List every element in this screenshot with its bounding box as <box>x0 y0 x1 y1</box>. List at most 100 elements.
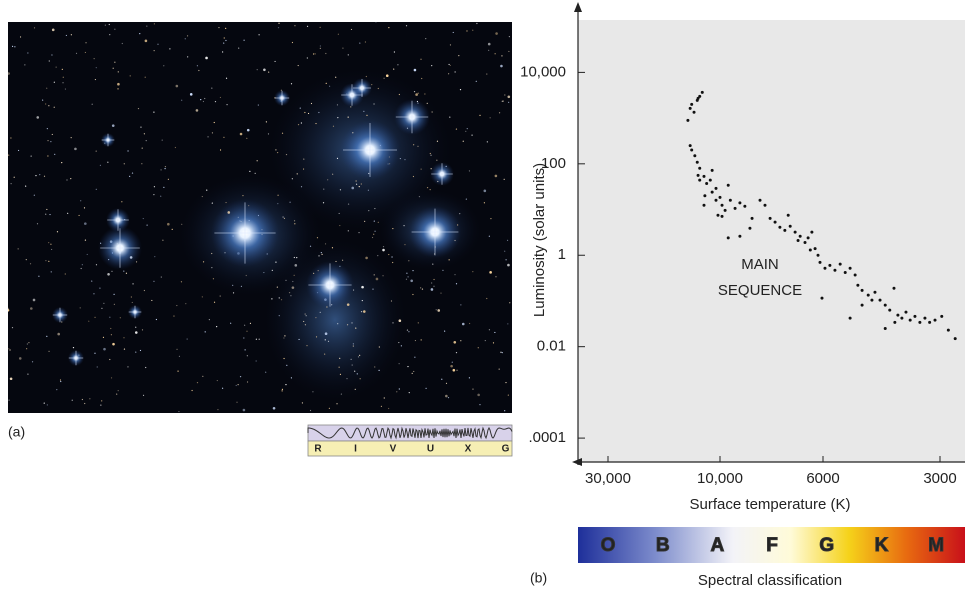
background-star <box>277 195 278 196</box>
background-star <box>441 379 442 380</box>
background-star <box>48 242 49 243</box>
background-star <box>78 215 79 216</box>
background-star <box>223 42 224 43</box>
background-star <box>391 256 392 257</box>
figure: (a) RIVUXG Luminosity (solar units) Surf… <box>0 0 966 598</box>
background-star <box>327 179 328 180</box>
background-star <box>82 264 83 265</box>
background-star <box>337 117 338 118</box>
background-star <box>51 249 52 250</box>
background-star <box>413 176 414 177</box>
background-star <box>291 377 292 378</box>
background-star <box>353 343 354 344</box>
background-star <box>356 180 357 181</box>
background-star <box>24 64 25 65</box>
background-star <box>507 240 508 241</box>
background-star <box>471 134 472 135</box>
background-star <box>505 382 506 383</box>
background-star <box>178 411 179 412</box>
background-star <box>241 286 242 287</box>
background-star <box>396 391 397 392</box>
background-star <box>217 409 218 410</box>
background-star <box>14 177 15 178</box>
background-star <box>97 366 98 367</box>
background-star <box>129 176 130 177</box>
background-star <box>329 86 330 87</box>
background-star <box>358 356 359 357</box>
background-star <box>377 255 378 256</box>
background-star <box>289 292 290 293</box>
background-star <box>472 30 473 31</box>
data-point <box>715 199 718 202</box>
background-star <box>375 21 376 22</box>
background-star <box>176 85 179 88</box>
background-star <box>99 287 100 288</box>
background-star <box>359 186 360 187</box>
background-star <box>485 340 486 341</box>
background-star <box>453 369 456 372</box>
background-star <box>436 309 437 310</box>
background-star <box>100 165 101 166</box>
background-star <box>107 273 110 276</box>
background-star <box>351 359 352 360</box>
background-star <box>509 36 510 37</box>
background-star <box>292 286 295 289</box>
background-star <box>433 286 434 287</box>
background-star <box>114 29 115 30</box>
background-star <box>8 348 9 349</box>
data-point <box>849 317 852 320</box>
background-star <box>71 34 72 35</box>
background-star <box>140 126 141 127</box>
background-star <box>62 69 63 70</box>
background-star <box>271 298 272 299</box>
data-point <box>928 321 931 324</box>
background-star <box>94 353 95 354</box>
background-star <box>109 34 110 35</box>
background-star <box>314 53 315 54</box>
background-star <box>479 404 480 405</box>
background-star <box>348 204 349 205</box>
data-point <box>698 179 701 182</box>
background-star <box>202 296 203 297</box>
background-star <box>415 93 418 96</box>
background-star <box>504 94 505 95</box>
background-star <box>238 384 239 385</box>
background-star <box>407 366 408 367</box>
background-star <box>151 300 152 301</box>
background-star <box>185 303 186 304</box>
background-star <box>414 69 417 72</box>
background-star <box>118 71 119 72</box>
background-star <box>453 32 454 33</box>
background-star <box>10 137 11 138</box>
background-star <box>243 337 244 338</box>
background-star <box>401 345 402 346</box>
background-star <box>258 34 259 35</box>
data-point <box>794 231 797 234</box>
background-star <box>205 57 208 60</box>
background-star <box>11 183 12 184</box>
background-star <box>226 78 227 79</box>
background-star <box>339 225 340 226</box>
background-star <box>373 234 374 235</box>
background-star <box>384 397 385 398</box>
background-star <box>325 332 328 335</box>
background-star <box>359 42 360 43</box>
background-star <box>418 322 419 323</box>
background-star <box>20 36 21 37</box>
background-star <box>383 246 384 247</box>
data-point <box>888 309 891 312</box>
background-star <box>205 331 206 332</box>
background-star <box>301 122 302 123</box>
background-star <box>332 247 333 248</box>
background-star <box>52 134 53 135</box>
background-star <box>332 174 333 175</box>
background-star <box>84 207 85 208</box>
background-star <box>206 190 207 191</box>
background-star <box>374 221 375 222</box>
background-star <box>130 75 131 76</box>
data-point <box>873 291 876 294</box>
data-point <box>947 329 950 332</box>
background-star <box>335 77 336 78</box>
background-star <box>85 52 86 53</box>
data-point <box>904 311 907 314</box>
